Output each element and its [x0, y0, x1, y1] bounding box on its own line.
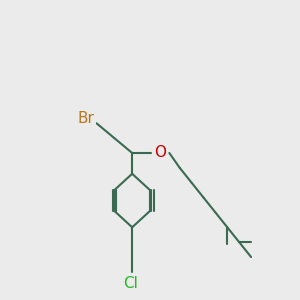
Text: Br: Br — [78, 111, 94, 126]
Text: Cl: Cl — [123, 276, 138, 291]
Text: O: O — [154, 146, 166, 160]
